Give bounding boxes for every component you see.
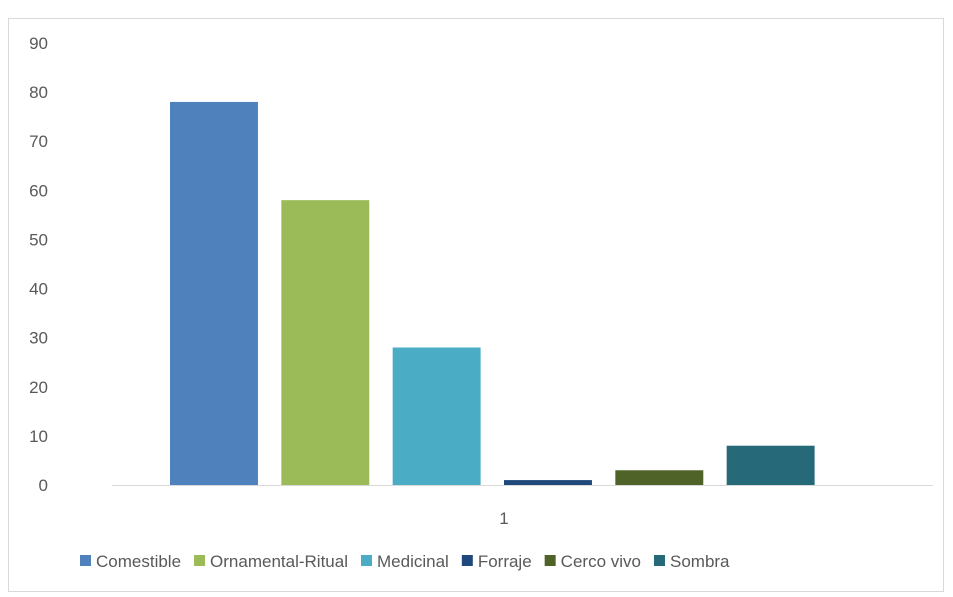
legend-swatch bbox=[461, 555, 473, 566]
bar-forraje bbox=[504, 480, 592, 485]
legend-label: Ornamental-Ritual bbox=[210, 552, 348, 571]
legend-item-comestible: Comestible bbox=[80, 552, 181, 571]
legend-swatch bbox=[80, 555, 91, 566]
bar-cerco-vivo bbox=[615, 470, 704, 485]
y-tick-label: 30 bbox=[29, 329, 48, 348]
bars-group bbox=[170, 101, 815, 485]
x-axis: 1 bbox=[499, 509, 508, 528]
legend-item-forraje: Forraje bbox=[461, 552, 532, 571]
legend-label: Cerco vivo bbox=[561, 552, 641, 571]
legend-swatch bbox=[361, 555, 372, 566]
y-axis: 0 10 20 30 40 50 60 70 80 90 bbox=[29, 34, 48, 495]
legend-item-medicinal: Medicinal bbox=[361, 552, 449, 571]
legend: Comestible Ornamental-Ritual Medicinal Forr… bbox=[80, 552, 730, 571]
legend-item-ornamental-ritual: Ornamental-Ritual bbox=[194, 552, 348, 571]
legend-label: Forraje bbox=[478, 552, 532, 571]
y-tick-label: 70 bbox=[29, 132, 48, 151]
y-tick-label: 0 bbox=[39, 476, 48, 495]
bar-ornamental-ritual bbox=[281, 200, 370, 485]
bar-medicinal bbox=[392, 347, 481, 485]
legend-swatch bbox=[653, 555, 665, 566]
legend-label: Medicinal bbox=[377, 552, 449, 571]
chart-area bbox=[8, 18, 944, 592]
legend-label: Comestible bbox=[96, 552, 181, 571]
legend-item-sombra: Sombra bbox=[653, 552, 730, 571]
legend-swatch bbox=[544, 555, 556, 566]
y-tick-label: 50 bbox=[29, 230, 48, 249]
y-tick-label: 10 bbox=[29, 427, 48, 446]
y-tick-label: 80 bbox=[29, 83, 48, 102]
legend-label: Sombra bbox=[670, 552, 730, 571]
bar-comestible bbox=[170, 101, 258, 485]
x-tick-label: 1 bbox=[499, 509, 508, 528]
y-tick-label: 60 bbox=[29, 181, 48, 200]
legend-item-cerco-vivo: Cerco vivo bbox=[544, 552, 641, 571]
y-tick-label: 40 bbox=[29, 280, 48, 299]
y-tick-label: 90 bbox=[29, 34, 48, 53]
legend-swatch bbox=[194, 555, 206, 566]
y-tick-label: 20 bbox=[29, 378, 48, 397]
bar-sombra bbox=[726, 445, 815, 485]
